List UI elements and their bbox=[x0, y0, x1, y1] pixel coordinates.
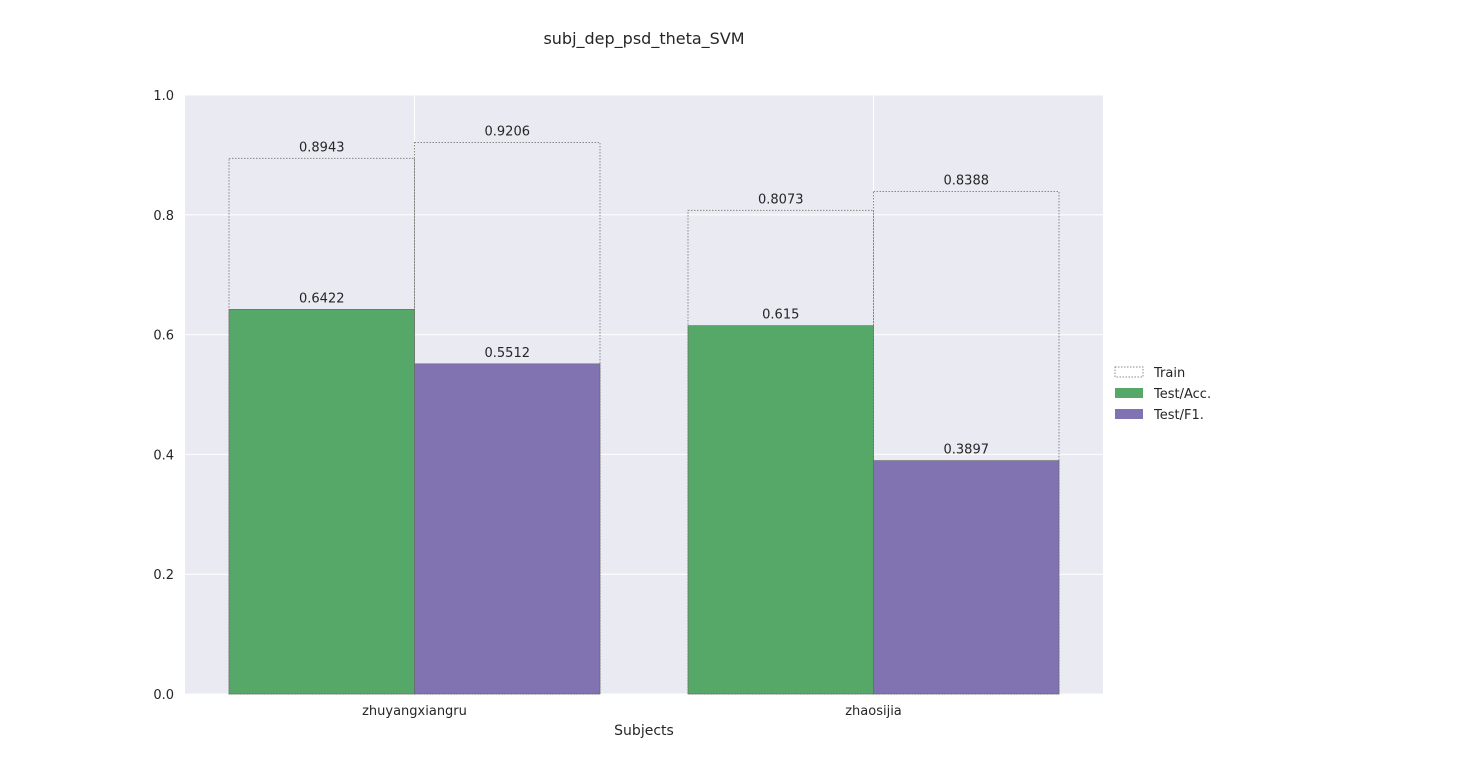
test-acc-bar bbox=[687, 325, 874, 695]
x-axis-title: Subjects bbox=[614, 723, 674, 739]
legend-swatch bbox=[1115, 388, 1143, 398]
test-f1-label: 0.5512 bbox=[485, 346, 531, 361]
test-f1-bar bbox=[873, 460, 1060, 695]
train-f1-label: 0.8388 bbox=[944, 174, 990, 189]
test-f1-label: 0.3897 bbox=[944, 443, 990, 458]
legend-swatch bbox=[1114, 366, 1144, 378]
y-tick-label: 0.4 bbox=[153, 448, 174, 463]
test-acc-bar bbox=[228, 309, 415, 695]
legend: Train Test/Acc. Test/F1. bbox=[1114, 366, 1211, 423]
train-f1-label: 0.9206 bbox=[485, 125, 531, 140]
chart-title: subj_dep_psd_theta_SVM bbox=[543, 29, 744, 49]
test-acc-label: 0.6422 bbox=[299, 291, 345, 306]
test-bars bbox=[228, 309, 1060, 695]
test-f1-bar bbox=[414, 363, 601, 695]
y-tick-label: 0.6 bbox=[153, 329, 174, 344]
x-axis-ticks: zhuyangxiangru zhaosijia bbox=[362, 704, 902, 719]
legend-label: Train bbox=[1153, 366, 1185, 381]
x-tick-label: zhaosijia bbox=[845, 704, 902, 719]
x-tick-label: zhuyangxiangru bbox=[362, 704, 467, 719]
legend-swatch bbox=[1115, 409, 1143, 419]
data-labels: 0.8943 0.9206 0.6422 0.5512 0.8073 0.8388 0.61… bbox=[299, 125, 989, 458]
y-tick-label: 0.8 bbox=[153, 209, 174, 224]
train-acc-label: 0.8073 bbox=[758, 192, 804, 207]
y-tick-label: 0.2 bbox=[153, 568, 174, 583]
train-acc-label: 0.8943 bbox=[299, 140, 345, 155]
y-tick-label: 0.0 bbox=[153, 688, 174, 703]
test-acc-label: 0.615 bbox=[762, 308, 799, 323]
legend-label: Test/Acc. bbox=[1153, 387, 1211, 402]
y-tick-label: 1.0 bbox=[153, 89, 174, 104]
y-axis-ticks: 0.0 0.2 0.4 0.6 0.8 1.0 bbox=[153, 89, 174, 703]
legend-label: Test/F1. bbox=[1153, 408, 1204, 423]
